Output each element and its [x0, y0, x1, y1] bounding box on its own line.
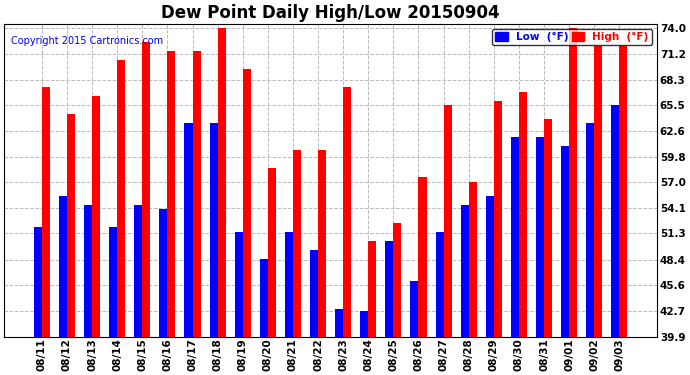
- Bar: [135, 204, 142, 337]
- Bar: [92, 96, 100, 337]
- Bar: [243, 69, 250, 337]
- Text: Copyright 2015 Cartronics.com: Copyright 2015 Cartronics.com: [11, 36, 163, 46]
- Bar: [217, 28, 226, 337]
- Bar: [620, 46, 627, 337]
- Bar: [210, 123, 217, 337]
- Legend: Low  (°F), High  (°F): Low (°F), High (°F): [492, 29, 652, 45]
- Bar: [59, 195, 67, 337]
- Bar: [594, 46, 602, 337]
- Bar: [193, 51, 201, 337]
- Bar: [84, 204, 92, 337]
- Bar: [368, 241, 376, 337]
- Bar: [268, 168, 276, 337]
- Bar: [142, 42, 150, 337]
- Bar: [461, 204, 469, 337]
- Bar: [435, 232, 444, 337]
- Bar: [569, 28, 577, 337]
- Bar: [536, 137, 544, 337]
- Bar: [611, 105, 620, 337]
- Bar: [293, 150, 301, 337]
- Bar: [360, 311, 368, 337]
- Bar: [561, 146, 569, 337]
- Title: Dew Point Daily High/Low 20150904: Dew Point Daily High/Low 20150904: [161, 4, 500, 22]
- Bar: [419, 177, 426, 337]
- Bar: [67, 114, 75, 337]
- Bar: [544, 118, 552, 337]
- Bar: [42, 87, 50, 337]
- Bar: [285, 232, 293, 337]
- Bar: [444, 105, 452, 337]
- Bar: [318, 150, 326, 337]
- Bar: [586, 123, 594, 337]
- Bar: [469, 182, 477, 337]
- Bar: [168, 51, 175, 337]
- Bar: [519, 92, 527, 337]
- Bar: [511, 137, 519, 337]
- Bar: [393, 223, 402, 337]
- Bar: [343, 87, 351, 337]
- Bar: [109, 227, 117, 337]
- Bar: [310, 250, 318, 337]
- Bar: [184, 123, 193, 337]
- Bar: [34, 227, 42, 337]
- Bar: [335, 309, 343, 337]
- Bar: [235, 232, 243, 337]
- Bar: [494, 100, 502, 337]
- Bar: [486, 195, 494, 337]
- Bar: [385, 241, 393, 337]
- Bar: [159, 209, 168, 337]
- Bar: [411, 281, 419, 337]
- Bar: [117, 60, 125, 337]
- Bar: [260, 259, 268, 337]
